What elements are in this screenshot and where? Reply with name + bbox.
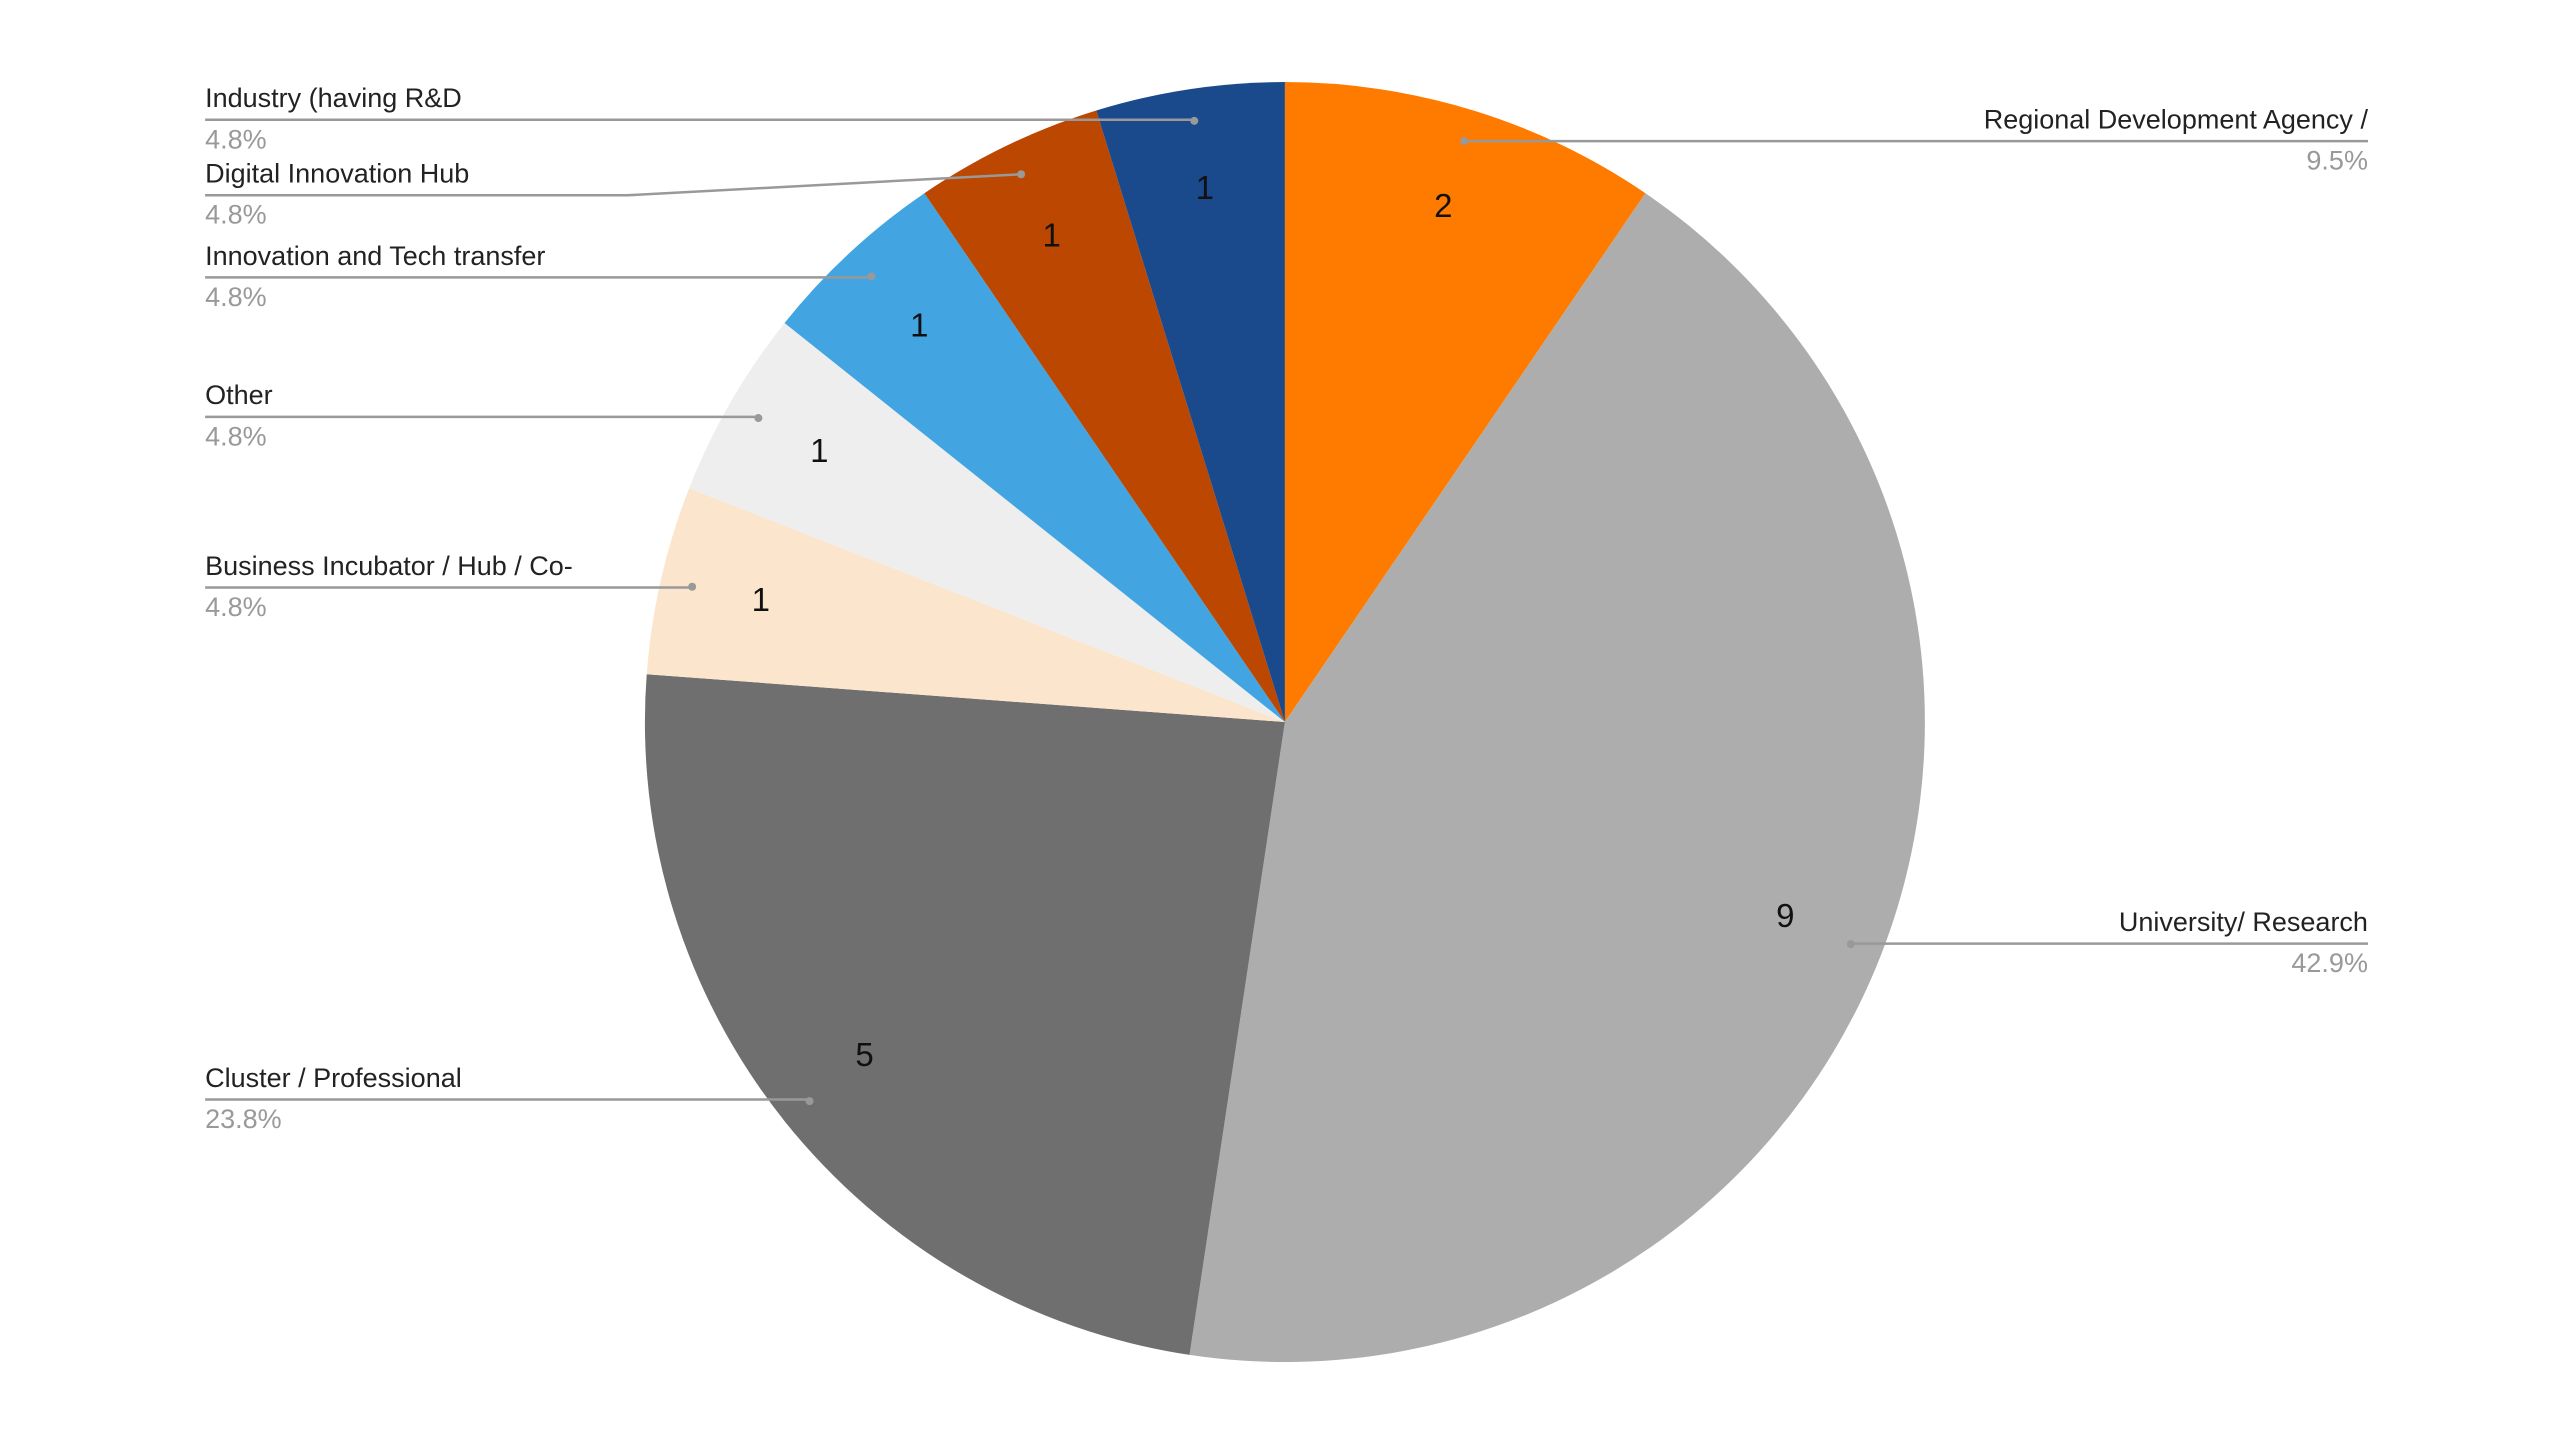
data-label: 1 [752,581,770,618]
pie-slice [644,674,1285,1355]
pie-slice [1189,193,1925,1363]
percent-label: 4.8% [205,282,267,312]
leader-dot [1190,116,1199,125]
pie-slice [784,193,1285,723]
percent-label: 4.8% [205,592,267,622]
legend-label: Digital Innovation Hub [205,159,469,189]
leader-line [205,173,1022,197]
leader-line [1849,942,2368,945]
percent-label: 4.8% [205,421,267,451]
legend-label: Cluster / Professional [205,1063,462,1093]
data-label: 1 [1196,169,1214,206]
leader-line [205,118,1196,122]
leader-dot [1846,940,1855,949]
leader-dot [805,1097,814,1106]
pie-slice [689,323,1285,723]
leader-line [205,586,694,589]
leader-dot [754,414,763,423]
data-label: 1 [910,307,928,344]
pie-slice [646,488,1285,723]
data-label: 5 [855,1036,873,1073]
leader-dot [1017,170,1026,179]
percent-label: 9.5% [2306,146,2368,176]
legend-label: Industry (having R&D [205,83,462,113]
legend-label: Other [205,380,273,410]
pie-slice [1096,82,1285,723]
percent-label: 4.8% [205,200,267,230]
pie-slice [924,110,1285,723]
leader-dot [688,582,697,591]
percent-label: 4.8% [205,124,267,154]
percent-label: 23.8% [205,1104,282,1134]
legend-label: Innovation and Tech transfer [205,241,545,271]
legend-label: University/ Research [2119,907,2368,937]
leader-line [205,415,760,419]
leader-line [205,276,873,279]
legend-label: Business Incubator / Hub / Co- [205,551,573,581]
data-label: 2 [1434,187,1452,224]
data-label: 1 [810,432,828,469]
pie-slice [1284,82,1646,723]
percent-label: 42.9% [2291,948,2368,978]
data-label: 1 [1042,216,1060,253]
leader-dot [867,272,876,281]
leader-line [205,1098,811,1102]
leader-dot [1460,137,1469,146]
data-label: 9 [1776,897,1794,934]
legend-label: Regional Development Agency / [1984,105,2369,135]
